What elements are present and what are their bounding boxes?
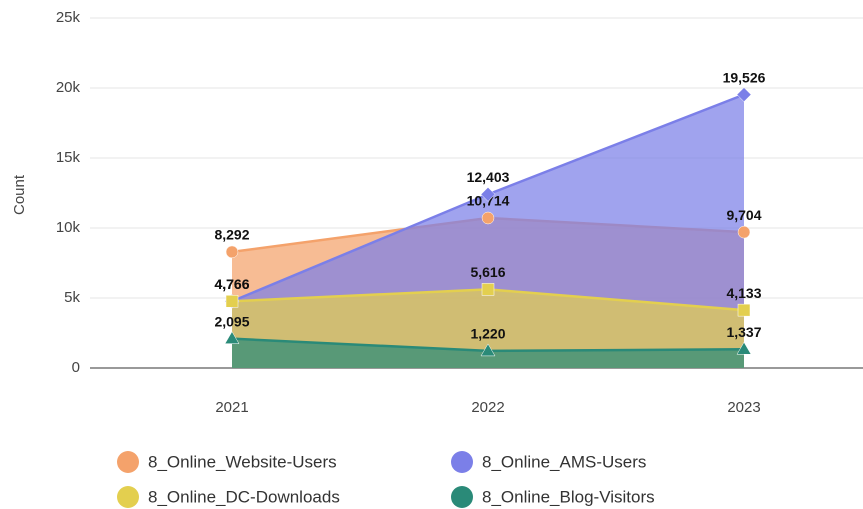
marker: [480, 187, 496, 202]
y-tick-label: 10k: [56, 219, 81, 236]
marker: [225, 245, 239, 259]
value-label: 8,292: [214, 227, 249, 243]
value-label: 5,616: [470, 264, 505, 280]
legend-swatch: [451, 451, 473, 473]
marker: [225, 295, 239, 308]
y-tick-label: 15k: [56, 149, 81, 166]
value-label: 12,403: [467, 169, 510, 185]
legend-swatch: [117, 451, 139, 473]
value-label: 4,766: [214, 276, 249, 292]
legend-swatch: [117, 486, 139, 508]
value-label: 1,220: [470, 326, 505, 342]
marker: [481, 283, 495, 296]
y-tick-label: 25k: [56, 9, 81, 26]
value-label: 4,766: [214, 276, 249, 292]
marker: [481, 211, 495, 225]
marker: [737, 225, 751, 239]
legend-label: 8_Online_AMS-Users: [482, 452, 646, 471]
value-label: 1,337: [726, 324, 761, 340]
x-tick-label: 2022: [471, 399, 504, 416]
value-label: 4,133: [726, 285, 761, 301]
marker: [736, 341, 752, 355]
value-label: 19,526: [723, 69, 766, 85]
marker: [736, 87, 752, 102]
marker: [224, 331, 240, 344]
legend-label: 8_Online_DC-Downloads: [148, 487, 340, 506]
y-axis-label: Count: [11, 174, 28, 215]
legend-label: 8_Online_Website-Users: [148, 452, 337, 471]
y-tick-label: 0: [72, 359, 80, 376]
legend-label: 8_Online_Blog-Visitors: [482, 487, 655, 506]
x-tick-label: 2023: [727, 399, 760, 416]
legend-swatch: [451, 486, 473, 508]
x-tick-label: 2021: [215, 399, 248, 416]
value-label: 2,095: [214, 313, 249, 329]
y-tick-label: 5k: [64, 289, 80, 306]
value-label: 9,704: [726, 207, 761, 223]
marker: [737, 303, 751, 317]
y-tick-label: 20k: [56, 79, 81, 96]
marker: [480, 343, 496, 357]
